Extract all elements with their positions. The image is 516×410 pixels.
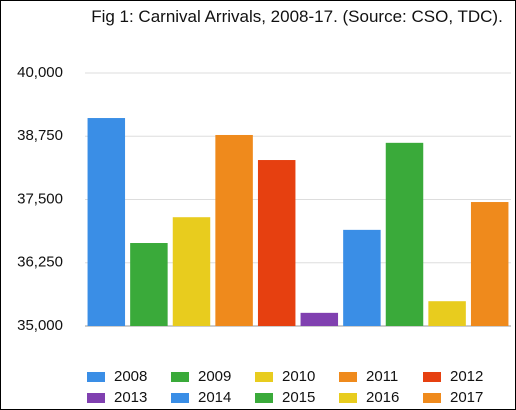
bar — [470, 202, 509, 326]
legend-label: 2010 — [282, 368, 315, 385]
legend-swatch — [255, 393, 273, 403]
bar — [428, 301, 466, 326]
chart-title: Fig 1: Carnival Arrivals, 2008-17. (Sour… — [91, 7, 503, 26]
bar — [257, 160, 296, 326]
legend-swatch — [171, 372, 189, 382]
y-tick-label: 37,500 — [17, 190, 63, 207]
legend-swatch — [339, 372, 357, 382]
y-tick-label: 36,250 — [17, 254, 63, 271]
legend-label: 2014 — [198, 389, 231, 406]
legend-swatch — [87, 393, 105, 403]
y-tick-label: 35,000 — [17, 317, 63, 334]
legend-swatch — [255, 372, 273, 382]
bar — [385, 142, 424, 326]
legend-swatch — [339, 393, 357, 403]
legend-label: 2015 — [282, 389, 315, 406]
legend-label: 2012 — [450, 368, 483, 385]
legend-swatch — [171, 393, 189, 403]
legend-label: 2017 — [450, 389, 483, 406]
bar — [343, 229, 381, 326]
legend-label: 2013 — [114, 389, 147, 406]
legend-swatch — [87, 372, 105, 382]
y-tick-label: 38,750 — [17, 127, 63, 144]
bar — [300, 312, 339, 326]
y-tick-label: 40,000 — [17, 64, 63, 81]
legend-swatch — [423, 393, 441, 403]
legend-swatch — [423, 372, 441, 382]
legend-label: 2009 — [198, 368, 231, 385]
legend-label: 2016 — [366, 389, 399, 406]
bar — [215, 134, 253, 326]
bar — [172, 217, 211, 326]
legend-label: 2011 — [366, 368, 398, 385]
legend-label: 2008 — [114, 368, 147, 385]
bar — [130, 243, 168, 326]
bar — [87, 118, 126, 326]
